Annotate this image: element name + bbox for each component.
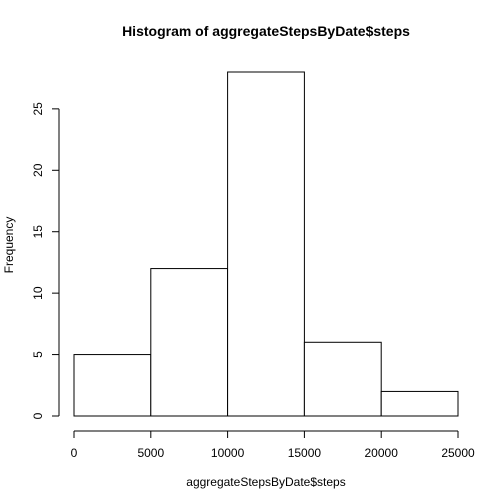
histogram-bar-2: [227, 71, 305, 417]
x-tick-label: 0: [71, 446, 78, 460]
y-axis: 0 5 10 15 20 25: [31, 102, 60, 419]
x-tick-label: 15000: [288, 446, 322, 460]
y-tick-label: 15: [31, 225, 45, 239]
y-tick-label: 20: [31, 163, 45, 177]
x-tick-label: 20000: [365, 446, 399, 460]
histogram-bar-1: [150, 268, 229, 417]
y-tick-label: 0: [31, 412, 45, 419]
x-axis: 0 5000 10000 15000 20000 25000: [71, 430, 475, 460]
histogram-bar-3: [303, 341, 382, 417]
y-tick-label: 5: [31, 351, 45, 358]
chart-title: Histogram of aggregateStepsByDate$steps: [122, 23, 410, 39]
x-tick-label: 25000: [441, 446, 475, 460]
x-axis-label: aggregateStepsByDate$steps: [186, 475, 345, 489]
x-tick-label: 10000: [211, 446, 245, 460]
y-tick-label: 25: [31, 102, 45, 116]
histogram-bar-4: [380, 390, 459, 417]
histogram-bar-0: [73, 354, 152, 417]
bars-group: [73, 71, 459, 417]
y-axis-label: Frequency: [2, 217, 16, 274]
y-tick-label: 10: [31, 286, 45, 300]
x-tick-label: 5000: [137, 446, 164, 460]
